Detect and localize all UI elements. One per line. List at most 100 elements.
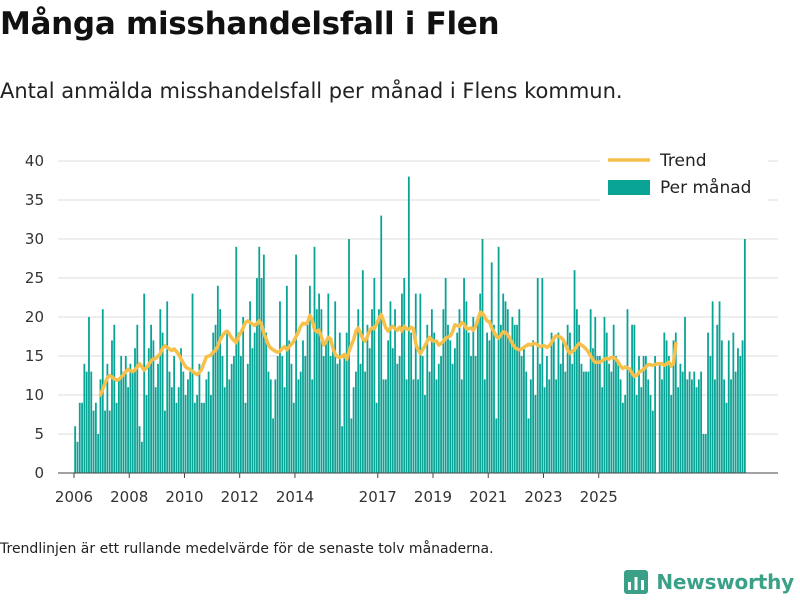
x-tick-label: 2025 — [580, 488, 618, 506]
bar — [182, 371, 185, 473]
bar — [304, 356, 307, 473]
bar — [681, 371, 684, 473]
x-tick-label: 2006 — [55, 488, 93, 506]
bar — [318, 293, 320, 473]
bar — [99, 379, 102, 473]
bar — [384, 379, 387, 473]
bar — [714, 379, 716, 473]
bar — [573, 270, 576, 473]
brand-name: Newsworthy — [656, 570, 794, 594]
bar — [548, 379, 551, 473]
legend-trend-label: Trend — [659, 151, 707, 171]
bar — [398, 356, 401, 473]
y-tick-label: 25 — [25, 269, 44, 287]
bar — [145, 395, 148, 473]
bar — [320, 309, 323, 473]
bar — [437, 363, 440, 473]
bar — [451, 363, 454, 473]
page-subtitle: Antal anmälda misshandelsfall per månad … — [0, 79, 623, 103]
bar — [260, 278, 263, 473]
bar — [297, 379, 300, 473]
bar — [292, 402, 295, 473]
y-tick-label: 20 — [25, 308, 44, 326]
bar — [739, 356, 742, 473]
footnote: Trendlinjen är ett rullande medelvärde f… — [0, 541, 494, 557]
bar — [166, 301, 169, 473]
bar — [693, 371, 696, 473]
bar — [414, 293, 417, 473]
bar — [566, 324, 569, 473]
bar — [131, 371, 134, 473]
bar — [640, 387, 643, 473]
bar — [191, 293, 194, 473]
bar — [256, 278, 258, 473]
bar — [332, 348, 334, 473]
bar — [718, 301, 721, 473]
bar — [536, 278, 539, 473]
bar — [373, 278, 376, 473]
bar — [725, 402, 728, 473]
bar — [279, 301, 281, 473]
bar — [180, 348, 182, 473]
bar — [734, 371, 737, 473]
bar — [502, 293, 505, 473]
bar — [449, 340, 452, 473]
bar — [389, 301, 392, 473]
bar — [453, 348, 456, 473]
bar — [596, 356, 599, 473]
bar — [233, 356, 235, 473]
bar — [608, 363, 610, 473]
bar — [272, 418, 274, 473]
bar — [686, 379, 689, 473]
y-tick-label: 30 — [25, 230, 44, 248]
bar — [697, 379, 700, 473]
bar — [444, 278, 447, 473]
bar — [253, 332, 256, 473]
bar — [520, 356, 523, 473]
bar — [361, 270, 364, 473]
bar — [94, 402, 97, 473]
bar — [511, 317, 514, 473]
bar — [424, 395, 426, 473]
bar — [472, 317, 475, 473]
bar — [525, 371, 528, 473]
bar — [173, 356, 176, 473]
bar — [150, 324, 152, 473]
bar — [161, 332, 164, 473]
bar — [371, 309, 373, 473]
bar — [311, 379, 314, 473]
x-tick-label: 2008 — [110, 488, 148, 506]
bar — [407, 176, 410, 473]
bar — [394, 309, 396, 473]
bar — [111, 340, 113, 473]
x-tick-label: 2023 — [524, 488, 562, 506]
bar — [239, 356, 242, 473]
bar — [412, 379, 415, 473]
bar — [366, 324, 369, 473]
trend-line — [98, 310, 678, 397]
bar — [582, 371, 585, 473]
bar — [601, 387, 604, 473]
x-tick-label: 2012 — [221, 488, 259, 506]
brand: Newsworthy — [624, 568, 794, 596]
x-tick-label: 2017 — [359, 488, 397, 506]
bar — [396, 363, 399, 473]
bar — [295, 254, 297, 473]
bar — [539, 363, 541, 473]
bar — [628, 371, 631, 473]
bar — [212, 332, 215, 473]
bar — [605, 332, 608, 473]
bar — [246, 363, 249, 473]
bar — [269, 379, 272, 473]
bar — [479, 293, 482, 473]
x-axis: 2006 2008 2010 2012 2014 2017 2019 2021 2023 2025 — [55, 473, 618, 506]
bar — [463, 278, 465, 473]
bar — [81, 402, 83, 473]
bar — [74, 426, 77, 473]
bar — [603, 317, 606, 473]
bar — [559, 363, 562, 473]
bar — [134, 348, 136, 473]
bar — [214, 324, 217, 473]
bar — [460, 379, 463, 473]
bar — [244, 402, 247, 473]
